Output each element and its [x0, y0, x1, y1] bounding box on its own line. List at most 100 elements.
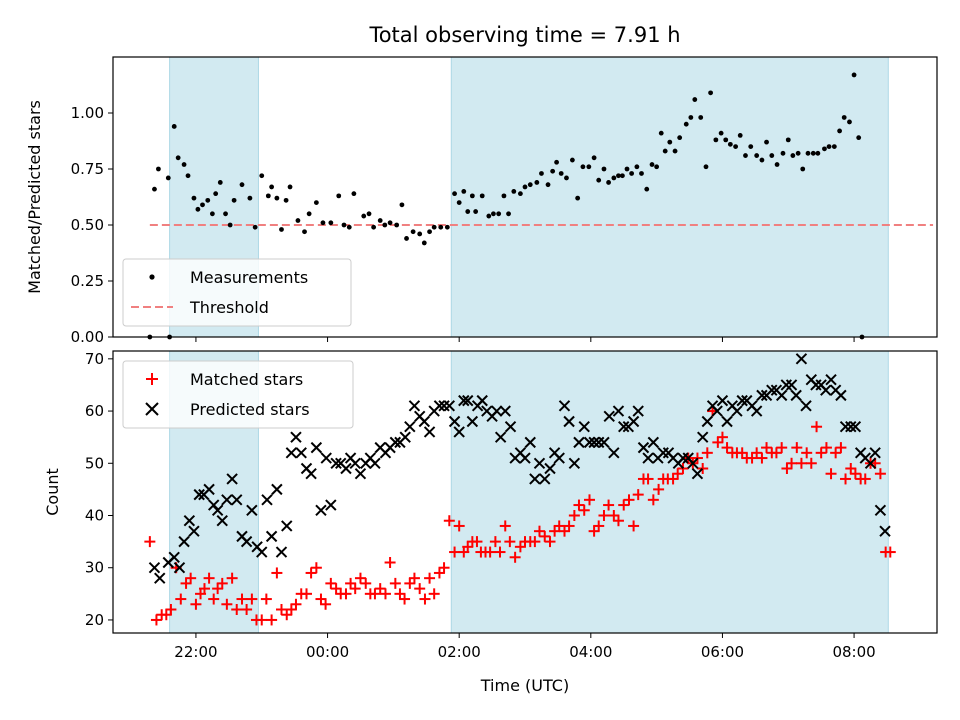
- measurements-point: [181, 162, 187, 167]
- matched-stars-point: [231, 604, 243, 615]
- count-legend-box: [122, 360, 354, 429]
- matched-stars-point: [384, 557, 396, 568]
- measurements-point: [667, 139, 673, 145]
- predicted-stars-point: [240, 535, 253, 548]
- predicted-stars-point: [608, 447, 620, 459]
- matched-stars-point: [408, 572, 420, 584]
- predicted-stars-point: [785, 379, 798, 391]
- measurements-point: [723, 137, 729, 143]
- predicted-stars-point: [494, 431, 507, 443]
- predicted-stars-point: [711, 405, 723, 417]
- matched-stars-point: [776, 442, 788, 454]
- matched-legend-marker: [146, 373, 158, 385]
- x-tick-label: 02:00: [438, 643, 481, 661]
- predicted-stars-point: [193, 488, 205, 501]
- ratio-axes-frame: [112, 56, 938, 338]
- matched-stars-point: [369, 588, 381, 600]
- measurements-point: [156, 166, 161, 172]
- matched-stars-point: [642, 473, 654, 485]
- measurements-point: [698, 115, 704, 120]
- predicted-stars-point: [578, 421, 590, 433]
- predicted-stars-point: [148, 562, 161, 574]
- matched-stars-point: [399, 593, 411, 605]
- measurements-point: [486, 213, 492, 219]
- predicted-stars-point: [598, 436, 610, 449]
- matched-stars-point: [815, 447, 827, 459]
- predicted-stars-point: [519, 452, 531, 464]
- count-y-tick-label: 50: [85, 454, 104, 472]
- matched-stars-point: [320, 598, 332, 610]
- predicted-legend-marker: [145, 402, 159, 416]
- ratio-legend: Measurements Threshold: [122, 258, 352, 327]
- measurements-point: [558, 171, 564, 176]
- predicted-stars-point: [290, 431, 302, 443]
- measurements-point: [554, 159, 559, 165]
- matched-stars-point: [647, 494, 659, 506]
- measurements-point: [410, 229, 416, 235]
- matched-stars-point: [884, 546, 896, 558]
- predicted-stars-point: [315, 504, 327, 516]
- measurements-point: [417, 231, 423, 237]
- measurements-point: [377, 218, 383, 223]
- measurements-point: [496, 211, 502, 217]
- predicted-stars-point: [490, 405, 503, 417]
- count-y-tick-label: 20: [85, 611, 104, 629]
- predicted-stars-point: [325, 499, 337, 511]
- measurements-point: [227, 222, 233, 228]
- threshold-legend-label: Threshold: [189, 298, 269, 317]
- measurements-point: [795, 150, 801, 156]
- matched-stars-point: [246, 593, 258, 605]
- matched-stars-point: [226, 572, 238, 584]
- ratio-y-tick-label: 1.00: [71, 104, 104, 122]
- measurements-point: [265, 193, 271, 199]
- measurements-point: [306, 211, 312, 217]
- ratio-points: [147, 72, 865, 340]
- measurements-point: [279, 227, 284, 232]
- predicted-stars-point: [265, 530, 278, 543]
- matched-stars-point: [414, 583, 426, 595]
- predicted-stars-point: [775, 389, 788, 402]
- predicted-stars-point: [271, 483, 283, 496]
- measurements-point: [743, 153, 748, 158]
- measurements-point: [826, 144, 832, 150]
- predicted-stars-point: [845, 421, 857, 433]
- measurements-point: [764, 139, 769, 145]
- matched-stars-point: [484, 546, 496, 558]
- predicted-stars-point: [568, 457, 581, 469]
- matched-stars-point: [632, 489, 644, 501]
- matched-stars-point: [598, 510, 610, 521]
- measurements-point: [171, 124, 177, 129]
- matched-stars-point: [716, 431, 728, 443]
- predicted-stars-point: [305, 468, 317, 480]
- matched-stars-point: [701, 447, 713, 459]
- predicted-stars-point: [404, 421, 416, 433]
- predicted-stars-point: [423, 426, 436, 438]
- measurements-point: [469, 193, 475, 199]
- matched-stars-point: [185, 572, 197, 584]
- predicted-stars-point: [433, 400, 446, 412]
- measurements-point: [371, 224, 377, 230]
- count-y-tick-label: 30: [85, 559, 104, 577]
- predicted-stars-point: [691, 468, 704, 480]
- predicted-stars-point: [154, 572, 166, 584]
- matched-stars-point: [830, 447, 842, 459]
- measurements-point: [831, 144, 837, 150]
- predicted-stars-point: [330, 457, 342, 469]
- predicted-stars-point: [618, 421, 630, 433]
- measurements-point: [545, 182, 551, 188]
- measurements-point: [658, 130, 664, 136]
- measurements-point: [815, 150, 821, 156]
- predicted-stars-point: [168, 551, 180, 563]
- measurements-point: [217, 180, 223, 185]
- measurements-point: [586, 164, 592, 170]
- matched-stars-point: [544, 536, 556, 548]
- predicted-stars-point: [820, 384, 832, 396]
- predicted-stars-point: [183, 515, 196, 527]
- predicted-stars-point: [524, 436, 536, 449]
- measurements-point: [822, 146, 827, 152]
- measurements-point: [287, 184, 293, 190]
- predicted-stars-point: [275, 546, 288, 558]
- x-axis-label: Time (UTC): [480, 676, 569, 695]
- matched-stars-point: [349, 583, 361, 595]
- x-tick-label: 22:00: [174, 643, 217, 661]
